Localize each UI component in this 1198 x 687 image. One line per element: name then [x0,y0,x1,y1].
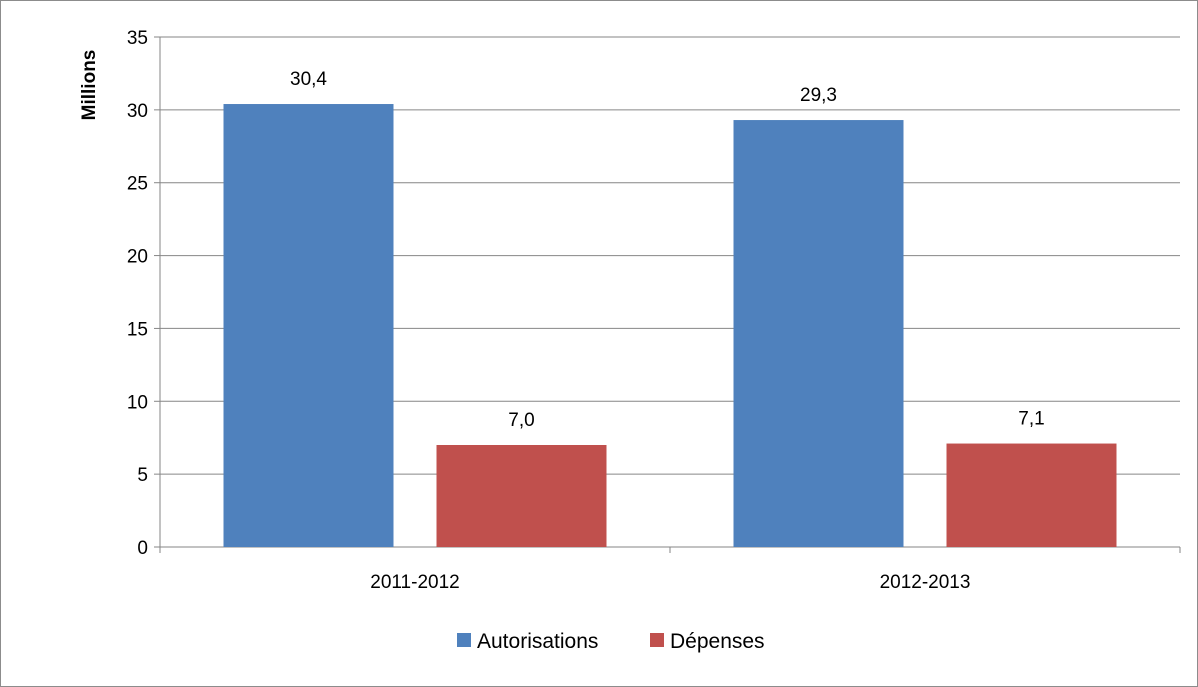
legend-swatch [650,633,664,647]
bar-depenses [436,445,607,547]
y-tick-label: 30 [127,101,148,122]
data-labels: 30,4 7,0 29,3 7,1 [290,69,1045,431]
legend-label: Dépenses [670,630,765,653]
y-tick-label: 35 [127,28,148,49]
y-tick-label: 20 [127,247,148,268]
bar-autorisations [733,120,904,548]
data-label: 30,4 [290,69,327,90]
y-tick-label: 25 [127,174,148,195]
legend: Autorisations Dépenses [457,630,765,653]
x-tick-label: 2012-2013 [880,572,971,593]
x-axis-ticks: 2011-2012 2012-2013 [370,572,970,593]
legend-label: Autorisations [477,630,598,653]
data-label: 7,0 [508,410,534,431]
bar-depenses [946,443,1117,547]
legend-item-depenses: Dépenses [650,630,765,653]
y-axis-ticks: 0 5 10 15 20 25 30 35 [127,28,148,559]
y-tick-label: 15 [127,319,148,340]
x-tick-label: 2011-2012 [370,572,459,593]
bar-autorisations [223,104,394,548]
data-label: 7,1 [1018,409,1044,430]
y-tick-label: 10 [127,392,148,413]
y-tick-label: 0 [137,538,148,559]
y-axis-title: Millions [79,50,100,121]
legend-swatch [457,633,471,647]
legend-item-autorisations: Autorisations [457,630,598,653]
bars [223,104,1117,548]
data-label: 29,3 [800,85,837,106]
y-tick-label: 5 [137,465,148,486]
